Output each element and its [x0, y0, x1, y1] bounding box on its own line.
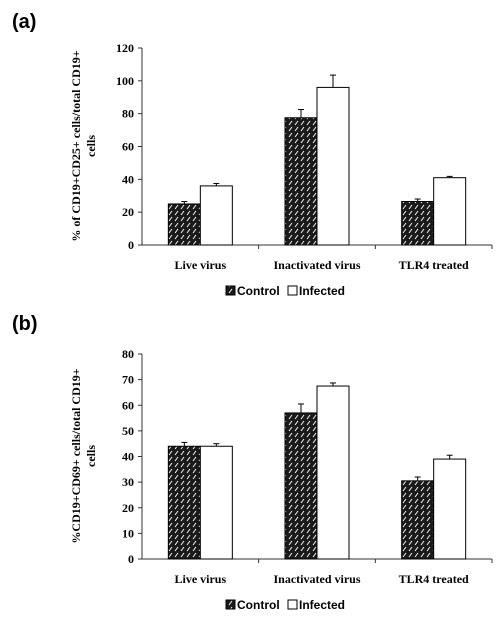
- legend: Control Infected: [225, 284, 345, 298]
- legend-label: Infected: [299, 598, 345, 612]
- category-label: Live virus: [174, 572, 226, 586]
- y-tick-label: 0: [128, 552, 134, 566]
- y-tick-label: 120: [116, 41, 134, 55]
- y-tick-label: 60: [122, 140, 134, 154]
- y-tick-label: 20: [122, 501, 134, 515]
- y-tick-label: 80: [122, 347, 134, 361]
- bar-control: [284, 117, 318, 246]
- bar-control: [401, 480, 435, 560]
- bar-control: [401, 200, 435, 246]
- y-axis-label-line: cells: [84, 445, 98, 467]
- y-tick-label: 50: [122, 424, 134, 438]
- bar-infected: [199, 185, 233, 246]
- y-axis-label: % of CD19+CD25+ cells/total CD19+cells: [69, 50, 98, 241]
- bar-control: [284, 412, 318, 560]
- y-tick-label: 60: [122, 398, 134, 412]
- category-label: Live virus: [174, 258, 226, 272]
- legend-swatch-infected: [287, 599, 298, 610]
- category-label: TLR4 treated: [399, 572, 469, 586]
- category-label: Inactivated virus: [274, 572, 361, 586]
- panel-label: (a): [12, 11, 36, 33]
- y-tick-label: 80: [122, 107, 134, 121]
- legend-label: Control: [237, 598, 280, 612]
- y-tick-label: 100: [116, 74, 134, 88]
- chart-panel: (b) 0 10 20 30 40 50 60 70 80 Live virus Inactivate…: [12, 313, 493, 612]
- bar-infected: [433, 458, 467, 560]
- y-tick-label: 20: [122, 205, 134, 219]
- category-label: Inactivated virus: [274, 258, 361, 272]
- bar-control: [167, 203, 201, 246]
- legend-swatch-control: [225, 599, 236, 610]
- bar-infected: [316, 385, 350, 560]
- legend-swatch-infected: [287, 285, 298, 296]
- y-axis-label-line: % of CD19+CD25+ cells/total CD19+: [69, 50, 83, 241]
- y-tick-label: 40: [122, 450, 134, 464]
- y-tick-label: 30: [122, 475, 134, 489]
- y-tick-label: 0: [128, 238, 134, 252]
- legend-swatch-control: [225, 285, 236, 296]
- bar-control: [167, 445, 201, 560]
- panel-label: (b): [12, 313, 38, 335]
- bar-infected: [199, 445, 233, 560]
- legend-label: Control: [237, 284, 280, 298]
- category-label: TLR4 treated: [399, 258, 469, 272]
- bar-infected: [316, 86, 350, 246]
- y-tick-label: 10: [122, 526, 134, 540]
- legend-label: Infected: [299, 284, 345, 298]
- bar-infected: [433, 177, 467, 246]
- y-tick-label: 40: [122, 172, 134, 186]
- y-tick-label: 70: [122, 373, 134, 387]
- y-axis-label-line: cells: [84, 135, 98, 157]
- y-axis-label: %CD19+CD69+ cells/total CD19+cells: [69, 368, 98, 543]
- y-axis-label-line: %CD19+CD69+ cells/total CD19+: [69, 368, 83, 543]
- chart-panel: (a) 0 20 40 60 80 100 120 Live virus Inactivated …: [12, 11, 493, 298]
- legend: Control Infected: [225, 598, 345, 612]
